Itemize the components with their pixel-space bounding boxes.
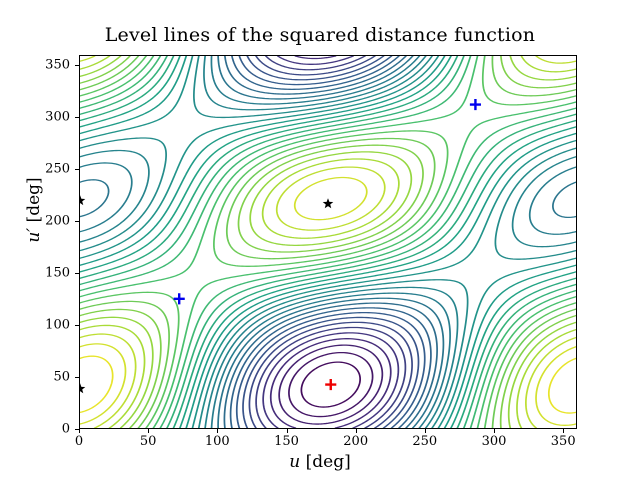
x-tick-mark	[286, 429, 288, 433]
x-tick-label: 150	[274, 434, 299, 449]
contour-level	[80, 56, 576, 428]
y-tick-mark	[75, 429, 79, 430]
y-tick-label: 250	[45, 161, 70, 177]
y-tick-label: 200	[45, 213, 70, 229]
x-tick-label: 50	[139, 434, 157, 449]
contour-level	[80, 56, 576, 428]
x-tick-label: 200	[343, 434, 369, 449]
contour-level	[300, 361, 362, 408]
contour-level	[80, 56, 576, 428]
y-axis-label: u′ [deg]	[24, 150, 44, 270]
contour-level	[262, 56, 400, 428]
x-tick-label: 250	[412, 434, 438, 449]
contour-level	[80, 176, 576, 426]
y-tick-mark	[75, 221, 79, 223]
contour-level	[235, 56, 426, 428]
contour-level	[80, 56, 576, 428]
contour-level	[223, 56, 438, 428]
contour-level	[80, 355, 576, 414]
critical-point-star-1	[80, 195, 86, 206]
x-axis-label-unit: [deg]	[305, 452, 351, 472]
y-tick-mark	[75, 117, 79, 119]
x-tick-mark	[217, 429, 219, 433]
contour-level	[80, 56, 576, 428]
contour-level	[80, 56, 576, 428]
x-axis-label-var: u	[289, 452, 301, 472]
plot-axes	[79, 55, 577, 429]
contour-level	[80, 56, 576, 428]
contour-level	[269, 56, 392, 428]
x-tick-mark	[79, 429, 80, 433]
contour-level	[80, 56, 576, 428]
y-tick-label: 300	[45, 109, 70, 125]
contour-level	[80, 56, 576, 428]
contour-level	[278, 344, 384, 425]
y-tick-mark	[75, 325, 79, 327]
maximum-plus	[325, 379, 336, 390]
x-tick-label: 300	[481, 434, 507, 449]
contour-level	[80, 56, 576, 428]
y-tick-mark	[75, 273, 79, 275]
contour-level	[80, 56, 576, 428]
contour-level	[80, 56, 576, 428]
y-tick-label: 350	[45, 57, 70, 73]
y-axis-label-var: u′	[24, 227, 44, 243]
contour-level	[288, 351, 374, 418]
contour-level	[80, 56, 576, 428]
y-tick-label: 150	[45, 265, 70, 281]
x-tick-label: 0	[74, 434, 84, 449]
x-tick-mark	[148, 429, 150, 433]
y-tick-mark	[75, 169, 79, 171]
contour-plot	[80, 56, 576, 428]
y-tick-label: 0	[61, 421, 70, 437]
y-axis-label-unit: [deg]	[24, 177, 44, 223]
saddle-plus-2	[174, 293, 185, 304]
contour-level	[80, 56, 576, 428]
contour-level	[80, 56, 576, 428]
x-tick-mark	[355, 429, 357, 433]
y-tick-mark	[75, 377, 79, 379]
contour-level	[80, 56, 576, 428]
y-tick-label: 50	[53, 369, 70, 385]
contour-level	[255, 56, 407, 428]
x-tick-mark	[494, 429, 495, 433]
y-tick-mark	[75, 65, 79, 67]
contour-level	[80, 56, 576, 428]
saddle-plus-1	[470, 99, 481, 110]
x-tick-label: 350	[550, 434, 576, 449]
critical-point-star-3	[322, 198, 334, 209]
contour-level	[242, 56, 420, 428]
x-axis-label: u [deg]	[0, 452, 640, 472]
contour-level	[248, 56, 413, 428]
y-tick-label: 100	[45, 317, 70, 333]
contour-level	[229, 56, 432, 428]
page-title: Level lines of the squared distance func…	[104, 24, 536, 46]
marker-layer	[80, 99, 481, 394]
critical-point-star-2	[80, 383, 86, 394]
x-tick-mark	[424, 429, 426, 433]
x-tick-label: 100	[204, 434, 230, 449]
x-tick-mark	[563, 429, 565, 433]
